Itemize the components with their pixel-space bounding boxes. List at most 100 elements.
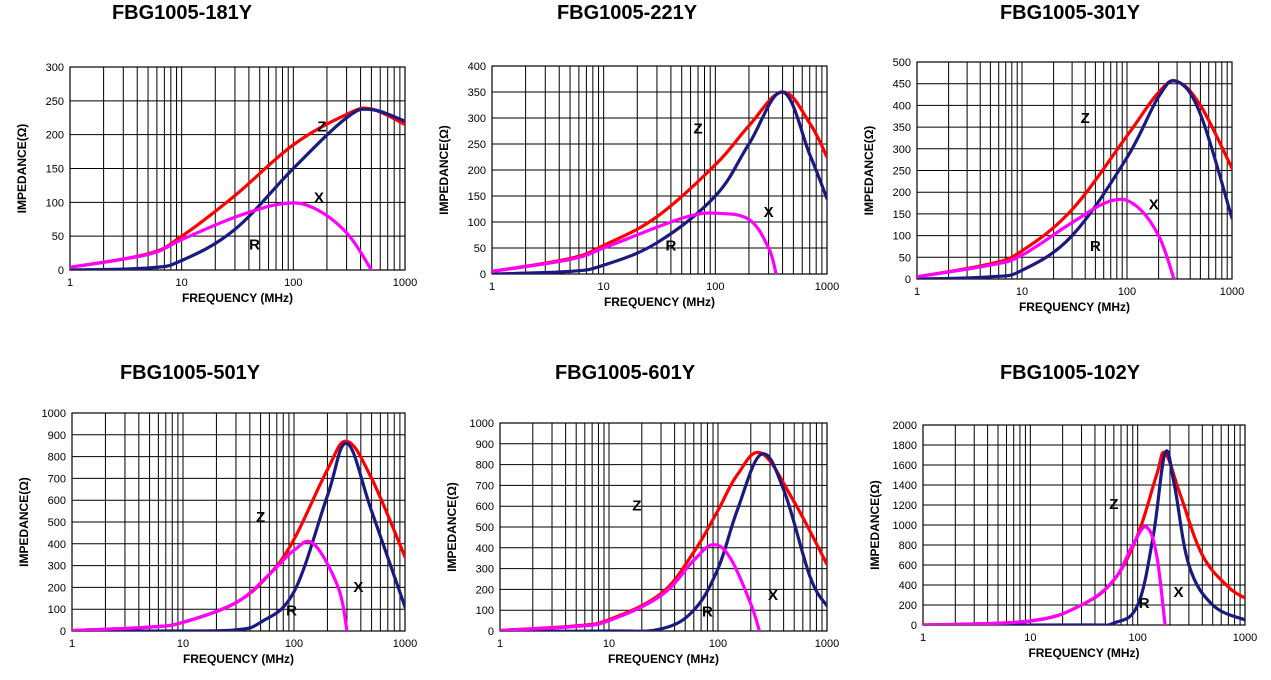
x-tick-label: 1000 [1220, 286, 1244, 298]
series-line-r [917, 81, 1232, 279]
curve-label-r: R [249, 237, 260, 254]
y-tick-label: 300 [48, 561, 66, 573]
impedance-chart: 0 100 200 300 400 500 600 700 800 900 1000 1 10 100 10… [425, 340, 845, 680]
y-tick-label: 350 [893, 122, 911, 134]
y-tick-label: 450 [893, 79, 911, 91]
x-tick-label: 100 [1118, 286, 1136, 298]
y-tick-label: 0 [60, 626, 66, 638]
y-tick-label: 200 [899, 600, 917, 612]
x-axis-label: FREQUENCY (MHz) [183, 652, 294, 666]
y-tick-label: 500 [476, 522, 494, 534]
y-axis-label: IMPEDANCE(Ω) [862, 126, 876, 216]
y-tick-label: 600 [476, 501, 494, 513]
y-tick-label: 200 [468, 165, 486, 177]
series-line-r [500, 454, 827, 632]
curve-label-z: Z [256, 509, 265, 526]
x-tick-label: 1000 [1233, 632, 1257, 644]
y-tick-label: 1600 [893, 460, 917, 472]
series-line-x [923, 527, 1165, 625]
y-tick-label: 400 [468, 61, 486, 73]
x-tick-label: 10 [598, 281, 610, 293]
x-tick-label: 1 [489, 281, 495, 293]
curve-label-r: R [286, 603, 297, 620]
x-axis-label: FREQUENCY (MHz) [608, 652, 719, 666]
x-axis-label: FREQUENCY (MHz) [604, 295, 715, 309]
y-tick-label: 500 [48, 517, 66, 529]
x-tick-label: 100 [284, 277, 302, 289]
x-tick-label: 10 [1024, 632, 1036, 644]
y-tick-label: 0 [58, 265, 64, 277]
y-tick-label: 800 [48, 452, 66, 464]
y-tick-label: 1400 [893, 480, 917, 492]
x-tick-label: 1 [914, 286, 920, 298]
y-tick-label: 0 [488, 626, 494, 638]
y-tick-label: 700 [476, 480, 494, 492]
y-tick-label: 250 [893, 166, 911, 178]
impedance-chart: 0 200 400 600 800 1000 1200 1400 1600 1800 2000 1 10… [845, 340, 1265, 680]
chart-panel-fbg1005-601y: FBG1005-601Y 0 100 200 300 400 500 600 700 800 90… [425, 340, 845, 680]
y-tick-label: 300 [476, 564, 494, 576]
y-tick-label: 600 [48, 495, 66, 507]
x-tick-label: 1 [69, 638, 75, 650]
curve-label-r: R [1090, 238, 1101, 255]
x-tick-label: 1000 [815, 638, 839, 650]
x-axis-label: FREQUENCY (MHz) [182, 291, 293, 305]
y-tick-label: 1800 [893, 440, 917, 452]
y-tick-label: 50 [899, 252, 911, 264]
y-tick-label: 300 [893, 144, 911, 156]
x-tick-label: 1 [497, 638, 503, 650]
x-tick-label: 100 [285, 638, 303, 650]
y-tick-label: 400 [899, 580, 917, 592]
y-tick-label: 50 [52, 231, 64, 243]
y-tick-label: 500 [893, 57, 911, 69]
y-tick-label: 250 [46, 96, 64, 108]
chart-panel-fbg1005-102y: FBG1005-102Y 0 200 400 600 800 1000 1200 1400 16… [845, 340, 1265, 680]
y-tick-label: 200 [893, 187, 911, 199]
chart-panel-fbg1005-181y: FBG1005-181Y 0 50 100 150 200 250 300 1 10 100 100… [0, 0, 420, 340]
y-tick-label: 150 [893, 209, 911, 221]
y-tick-label: 600 [899, 560, 917, 572]
y-tick-label: 400 [476, 543, 494, 555]
y-axis-label: IMPEDANCE(Ω) [17, 477, 31, 567]
y-axis-label: IMPEDANCE(Ω) [15, 124, 29, 214]
y-tick-label: 100 [46, 197, 64, 209]
y-tick-label: 800 [899, 540, 917, 552]
curve-label-z: Z [1109, 496, 1118, 513]
grid [917, 62, 1232, 279]
curve-label-z: Z [1081, 110, 1090, 127]
curve-label-z: Z [317, 118, 326, 135]
y-tick-label: 100 [48, 604, 66, 616]
y-tick-label: 800 [476, 460, 494, 472]
y-tick-label: 100 [893, 231, 911, 243]
curve-label-r: R [1139, 595, 1150, 612]
chart-panel-fbg1005-301y: FBG1005-301Y 0 50 100 150 200 250 300 350 400 450… [845, 0, 1265, 340]
y-tick-label: 700 [48, 473, 66, 485]
y-tick-label: 900 [476, 439, 494, 451]
y-tick-label: 150 [468, 191, 486, 203]
x-tick-label: 1000 [393, 638, 417, 650]
x-axis-label: FREQUENCY (MHz) [1028, 646, 1139, 660]
curve-label-x: X [1173, 584, 1183, 601]
y-axis-label: IMPEDANCE(Ω) [868, 480, 882, 570]
grid [70, 67, 405, 270]
y-tick-label: 100 [476, 605, 494, 617]
x-tick-label: 10 [603, 638, 615, 650]
y-tick-label: 0 [911, 620, 917, 632]
curve-label-z: Z [693, 121, 702, 138]
series-line-x [917, 199, 1174, 279]
y-tick-label: 0 [905, 274, 911, 286]
x-tick-label: 100 [1128, 632, 1146, 644]
x-tick-label: 1 [67, 277, 73, 289]
curve-label-z: Z [632, 497, 641, 514]
series-line-r [492, 92, 827, 274]
grid [923, 425, 1245, 625]
x-tick-label: 1 [920, 632, 926, 644]
y-tick-label: 300 [46, 62, 64, 74]
impedance-chart: 0 100 200 300 400 500 600 700 800 900 1000 1 10 100 10… [0, 340, 420, 680]
x-tick-label: 10 [1016, 286, 1028, 298]
impedance-chart: 0 50 100 150 200 250 300 1 10 100 1000 FREQUENCY (M… [0, 0, 420, 340]
y-axis-label: IMPEDANCE(Ω) [437, 125, 451, 215]
curve-label-r: R [702, 603, 713, 620]
y-tick-label: 900 [48, 430, 66, 442]
y-axis-label: IMPEDANCE(Ω) [445, 482, 459, 572]
